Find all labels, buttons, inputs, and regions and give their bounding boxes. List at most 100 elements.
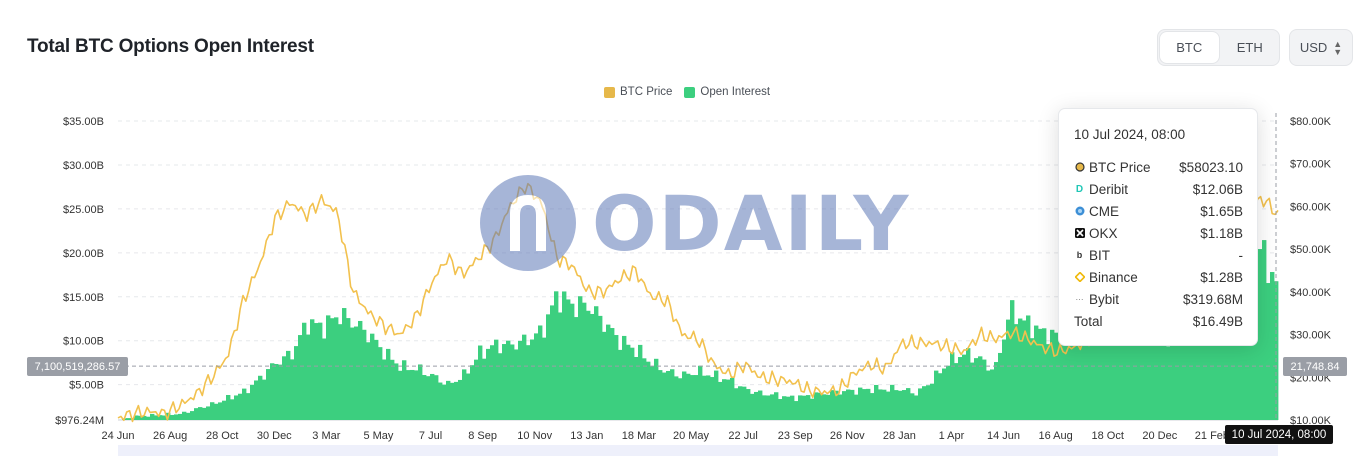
oi-bar — [334, 317, 339, 420]
oi-bar — [390, 359, 395, 420]
tooltip-row-deribit: D Deribit $12.06B — [1074, 178, 1243, 200]
oi-bar — [1210, 323, 1215, 420]
oi-bar — [366, 342, 371, 420]
oi-bar — [886, 391, 891, 420]
oi-bar — [1274, 281, 1279, 420]
tooltip-row-name: Deribit — [1089, 181, 1129, 197]
oi-bar — [990, 369, 995, 420]
oi-bar — [550, 305, 555, 420]
x-tick-label: 28 Oct — [206, 430, 238, 442]
legend-item-open-interest[interactable]: Open Interest — [684, 86, 770, 98]
oi-bar — [190, 411, 195, 420]
oi-bar — [1158, 331, 1163, 420]
oi-bar — [222, 400, 227, 420]
oi-bar — [1230, 289, 1235, 420]
x-tick-label: 16 Aug — [1039, 430, 1073, 442]
oi-bar — [430, 373, 435, 420]
oi-bar — [210, 402, 215, 420]
chart-tooltip: 10 Jul 2024, 08:00 BTC Price $58023.10 D… — [1058, 108, 1258, 346]
tooltip-total-value: $16.49B — [1192, 313, 1243, 329]
legend-label-btc-price: BTC Price — [620, 86, 673, 98]
oi-bar — [1110, 318, 1115, 420]
tooltip-row-binance: Binance $1.28B — [1074, 266, 1243, 288]
oi-bar — [842, 391, 847, 420]
oi-bar — [1270, 272, 1275, 420]
oi-bar — [170, 414, 175, 420]
oi-bar — [1218, 307, 1223, 420]
oi-bar — [422, 375, 427, 420]
y-right-tick-label: $40.00K — [1290, 287, 1332, 299]
oi-bar — [986, 370, 991, 420]
oi-bar — [874, 384, 879, 420]
oi-bar — [230, 399, 235, 420]
oi-bar — [510, 344, 515, 420]
oi-bar — [946, 365, 951, 420]
oi-bar — [438, 382, 443, 420]
oi-bar — [474, 359, 479, 420]
x-tick-label: 13 Jan — [570, 430, 603, 442]
oi-bar — [962, 354, 967, 420]
oi-bar — [138, 415, 143, 420]
oi-bar — [590, 313, 595, 420]
binance-icon — [1074, 272, 1085, 283]
oi-bar — [1082, 321, 1087, 420]
range-slider[interactable] — [118, 445, 1278, 456]
tooltip-row-name: Bybit — [1089, 291, 1120, 307]
oi-bar — [830, 390, 835, 420]
oi-bar — [466, 373, 471, 420]
oi-bar — [818, 392, 823, 420]
oi-bar — [794, 401, 799, 420]
x-tick-label: 28 Jan — [883, 430, 916, 442]
oi-bar — [1102, 334, 1107, 420]
oi-bar — [338, 324, 343, 420]
y-left-tick-label: $5.00B — [69, 380, 104, 392]
x-tick-label: 3 Mar — [312, 430, 340, 442]
oi-bar — [1142, 321, 1147, 420]
oi-bar — [642, 358, 647, 420]
tooltip-row-name: OKX — [1089, 225, 1118, 241]
oi-bar — [442, 384, 447, 420]
oi-bar — [1002, 339, 1007, 420]
oi-bar — [622, 335, 627, 420]
oi-bar — [1066, 313, 1071, 420]
oi-bar — [1178, 331, 1183, 420]
oi-bar — [354, 326, 359, 420]
oi-bar — [242, 388, 247, 420]
x-tick-label: 26 Aug — [153, 430, 187, 442]
tooltip-row-value: $12.06B — [1192, 181, 1243, 197]
tooltip-row-bit: b BIT - — [1074, 244, 1243, 266]
tooltip-row-name: BIT — [1089, 247, 1111, 263]
x-tick-label: 1 Apr — [939, 430, 965, 442]
btc-price-dot-icon — [1074, 162, 1085, 173]
oi-bar — [402, 360, 407, 420]
oi-bar — [1182, 333, 1187, 420]
oi-bar — [502, 344, 507, 420]
oi-bar — [1134, 335, 1139, 420]
tab-btc[interactable]: BTC — [1160, 32, 1219, 63]
oi-bar — [1194, 327, 1199, 420]
oi-bar — [602, 331, 607, 420]
oi-bar — [1022, 320, 1027, 420]
oi-bar — [1098, 332, 1103, 420]
oi-bar — [562, 291, 567, 420]
tooltip-row-cme: CME $1.65B — [1074, 200, 1243, 222]
oi-bar — [598, 315, 603, 420]
oi-bar — [846, 389, 851, 420]
x-tick-label: 22 Jul — [728, 430, 757, 442]
tooltip-date: 10 Jul 2024, 08:00 — [1074, 127, 1186, 142]
oi-bar — [646, 361, 651, 420]
x-tick-label: 18 Mar — [622, 430, 657, 442]
currency-select[interactable]: USD ▲ ▼ — [1289, 29, 1353, 66]
oi-bar — [706, 375, 711, 420]
tab-eth[interactable]: ETH — [1236, 40, 1263, 55]
oi-bar — [1090, 342, 1095, 420]
oi-bar — [954, 363, 959, 420]
oi-bar — [418, 364, 423, 420]
oi-bar — [806, 395, 811, 420]
oi-bar — [890, 384, 895, 420]
oi-bar — [810, 398, 815, 420]
legend-item-btc-price[interactable]: BTC Price — [604, 86, 672, 98]
y-left-tick-label: $25.00B — [63, 204, 104, 216]
oi-bar — [362, 329, 367, 420]
